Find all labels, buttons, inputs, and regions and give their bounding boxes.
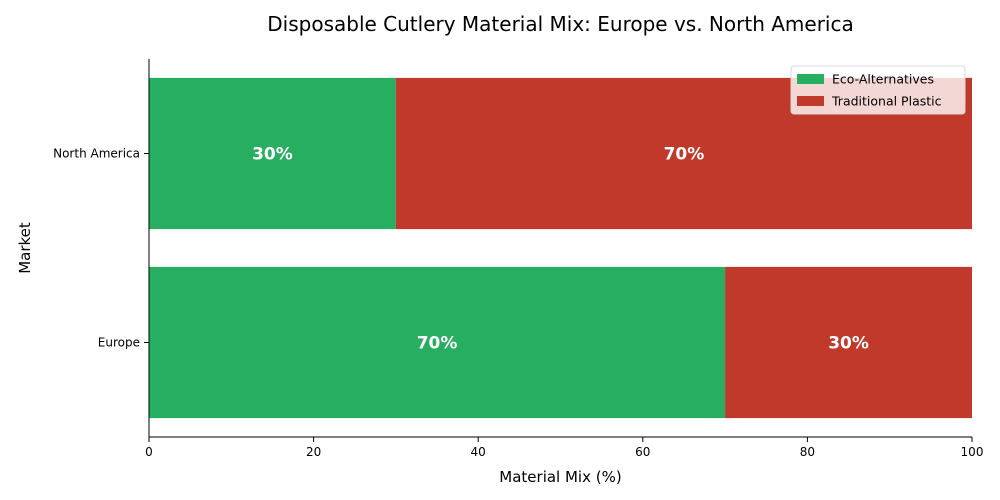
bar-value-label: 70% [417, 334, 458, 354]
y-tick-label: Europe [98, 336, 140, 350]
bar-value-label: 30% [828, 334, 869, 354]
bar-value-label: 30% [252, 145, 293, 165]
legend-entry-label: Eco-Alternatives [832, 72, 934, 87]
x-tick-label: 60 [635, 445, 650, 459]
x-tick-label: 100 [961, 445, 984, 459]
legend-swatch [797, 96, 824, 106]
legend: Eco-Alternatives Traditional Plastic [790, 65, 966, 115]
legend-box [790, 65, 966, 115]
legend-entry-label: Traditional Plastic [831, 94, 942, 109]
bar-value-label: 70% [664, 145, 705, 165]
x-tick-label: 40 [471, 445, 486, 459]
legend-swatch [797, 74, 824, 84]
y-axis-label: Market [16, 222, 34, 274]
plot-area: 70% 30% 30% 70% 0 20 40 60 80 100 Europe North Amer… [53, 59, 983, 459]
y-tick-label: North America [53, 147, 140, 161]
bar-europe-traditional-plastic [725, 266, 972, 419]
x-tick-label: 0 [145, 445, 153, 459]
bar-europe-eco-alternatives [149, 266, 726, 419]
bar-north-america-eco-alternatives [149, 77, 396, 230]
x-axis-label: Material Mix (%) [499, 468, 621, 486]
x-tick-label: 20 [306, 445, 321, 459]
x-tick-label: 80 [800, 445, 815, 459]
chart-title: Disposable Cutlery Material Mix: Europe … [267, 12, 853, 36]
